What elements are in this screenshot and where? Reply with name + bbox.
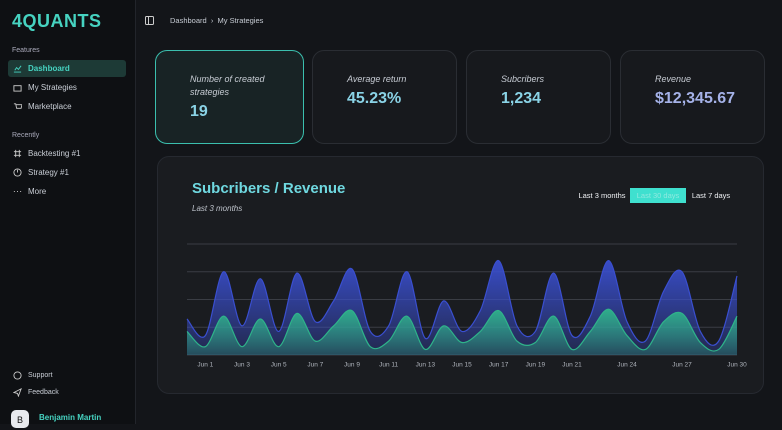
stat-label: Subcribers <box>501 74 545 84</box>
stat-card[interactable]: Revenue $12,345.67 <box>620 50 765 144</box>
chart-subtitle: Last 3 months <box>192 204 242 213</box>
nav-item[interactable]: Strategy #1 <box>8 164 126 181</box>
sidebar-toggle[interactable] <box>145 16 154 25</box>
line <box>186 308 738 352</box>
nav-item[interactable]: Support <box>8 367 126 384</box>
nav-item[interactable]: My Strategies <box>8 79 126 96</box>
sidebar: 4QUANTS Features Dashboard My Strategies… <box>0 0 136 428</box>
x-tick-label: Jun 17 <box>489 362 509 369</box>
section-heading: Recently <box>12 132 40 139</box>
line <box>186 260 738 346</box>
range-tab[interactable]: Last 30 days <box>637 191 680 200</box>
stat-label: Average return <box>347 74 407 84</box>
stat-card[interactable]: Subcribers 1,234 <box>466 50 611 144</box>
nav-label: Dashboard <box>28 64 70 73</box>
avatar[interactable]: B <box>11 410 29 428</box>
x-tick-label: Jun 7 <box>307 362 323 369</box>
nav-item[interactable]: Backtesting #1 <box>8 145 126 162</box>
nav-label: Support <box>28 372 53 379</box>
x-tick-label: Jun 19 <box>526 362 546 369</box>
x-tick-label: Jun 1 <box>197 362 213 369</box>
x-tick-label: Jun 30 <box>727 362 747 369</box>
stat-value: 1,234 <box>501 90 542 107</box>
x-tick-label: Jun 3 <box>234 362 250 369</box>
x-tick-label: Jun 11 <box>379 362 398 369</box>
nav-item[interactable]: Dashboard <box>8 60 126 77</box>
stat-label: Number of created strategies <box>190 74 265 97</box>
x-tick-label: Jun 21 <box>562 362 582 369</box>
stat-card[interactable]: Number of created strategies 19 <box>155 50 304 144</box>
x-tick-label: Jun 24 <box>617 362 637 369</box>
chart: Subcribers / Revenue Last 3 months Last … <box>186 180 747 369</box>
x-tick-label: Jun 15 <box>452 362 472 369</box>
x-tick-label: Jun 13 <box>416 362 436 369</box>
stat-label: Revenue <box>655 74 692 84</box>
nav-label: Marketplace <box>28 102 72 111</box>
nav-label: More <box>28 187 47 196</box>
range-tab[interactable]: Last 3 months <box>578 191 625 200</box>
nav-item[interactable]: More <box>8 183 126 200</box>
section-heading: Features <box>12 47 40 54</box>
range-tab[interactable]: Last 7 days <box>692 191 731 200</box>
x-tick-label: Jun 5 <box>271 362 287 369</box>
chart-panel: Subcribers / Revenue Last 3 months Last … <box>157 156 764 394</box>
breadcrumb-item: My Strategies <box>217 16 264 25</box>
brand[interactable]: 4QUANTS <box>12 11 102 31</box>
nav-label: Feedback <box>28 389 59 396</box>
breadcrumb: Dashboard › My Strategies <box>170 16 264 25</box>
stat-value: $12,345.67 <box>655 90 736 107</box>
stat-card[interactable]: Average return 45.23% <box>312 50 457 144</box>
nav-label: My Strategies <box>28 83 77 92</box>
nav-label: Strategy #1 <box>28 168 69 177</box>
range-tab-bg <box>630 188 686 203</box>
x-tick-label: Jun 9 <box>344 362 360 369</box>
nav-item[interactable]: Feedback <box>8 384 126 401</box>
nav-item[interactable]: Marketplace <box>8 98 126 115</box>
nav-label: Backtesting #1 <box>28 149 81 158</box>
chart-title: Subcribers / Revenue <box>192 180 345 197</box>
breadcrumb-item[interactable]: Dashboard <box>170 16 207 25</box>
x-tick-label: Jun 27 <box>672 362 692 369</box>
stat-value: 19 <box>190 103 208 120</box>
user-name[interactable]: Benjamin Martin <box>39 413 102 422</box>
area <box>187 309 737 355</box>
stat-value: 45.23% <box>347 90 402 107</box>
